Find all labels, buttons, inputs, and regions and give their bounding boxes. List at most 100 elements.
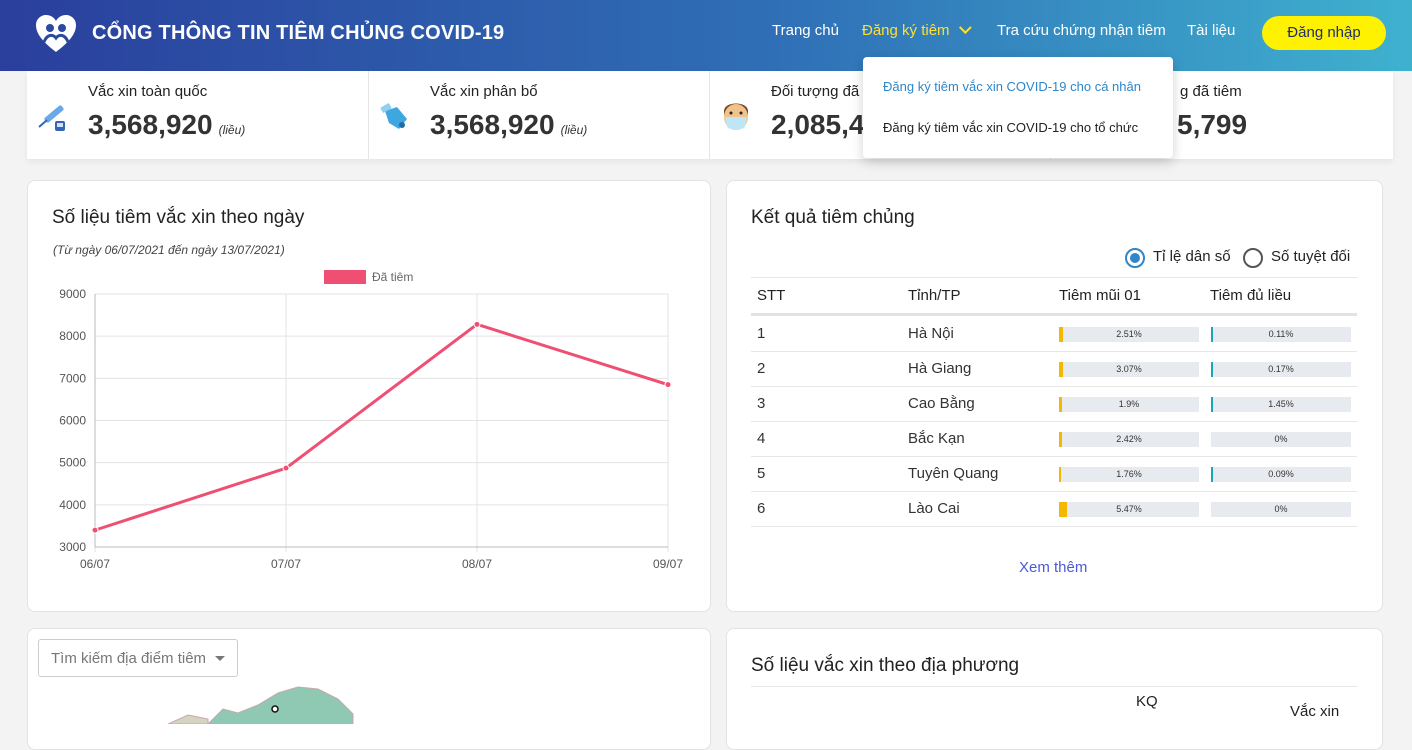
progress-fill <box>1059 397 1062 412</box>
table-row: 1 Hà Nội 2.51% 0.11% <box>751 316 1357 352</box>
table-row: 6 Lào Cai 5.47% 0% <box>751 491 1357 527</box>
stat-national-vaccine: Vắc xin toàn quốc 3,568,920 (liều) <box>27 71 368 159</box>
stat-unit: (liều) <box>560 123 588 137</box>
progress-fill <box>1211 397 1214 412</box>
divider <box>368 71 369 159</box>
masked-person-icon <box>724 103 748 130</box>
column-header-dose1: Tiêm mũi 01 <box>1059 287 1141 304</box>
progress-label: 1.45% <box>1268 399 1294 409</box>
vietnam-map[interactable] <box>168 679 358 724</box>
progress-label: 0% <box>1274 504 1288 514</box>
table-row: 4 Bắc Kạn 2.42% 0% <box>751 421 1357 457</box>
register-dropdown-menu: Đăng ký tiêm vắc xin COVID-19 cho cá nhâ… <box>863 57 1173 158</box>
column-header-partial: Vắc xin <box>1290 703 1340 720</box>
daily-line-chart: Đã tiêm 3000 4000 5000 6000 7000 8000 9000 06/07… <box>59 270 683 571</box>
y-tick-label: 5000 <box>59 456 86 470</box>
gloved-hand-icon <box>380 103 407 129</box>
progress-fill <box>1059 467 1062 482</box>
x-tick-label: 09/07 <box>653 557 683 571</box>
data-point <box>282 464 290 472</box>
login-button[interactable]: Đăng nhập <box>1262 16 1386 50</box>
row-stt: 1 <box>757 325 766 342</box>
stat-label: Vắc xin phân bổ <box>430 83 538 100</box>
row-stt: 3 <box>757 395 766 412</box>
stat-label: g đã tiêm <box>1180 83 1242 100</box>
table-row: 5 Tuyên Quang 1.76% 0.09% <box>751 456 1357 492</box>
radio-absolute-number[interactable] <box>1243 248 1263 268</box>
stat-label: Đối tượng đã <box>771 83 860 100</box>
progress-label: 5.47% <box>1116 504 1142 514</box>
full-dose-progress-bar: 0.09% <box>1211 467 1351 482</box>
stat-value: 2,085,4 <box>771 109 865 140</box>
caret-down-icon <box>215 656 225 661</box>
vaccine-syringe-icon <box>38 105 65 131</box>
vaccination-map-card: Tìm kiếm địa điểm tiêm <box>27 628 711 750</box>
full-dose-progress-bar: 0% <box>1211 432 1351 447</box>
data-point <box>91 526 99 534</box>
local-vaccine-card: Số liệu vắc xin theo địa phương KQ Vắc x… <box>726 628 1383 750</box>
menu-item-register-organization[interactable]: Đăng ký tiêm vắc xin COVID-19 cho tổ chứ… <box>883 120 1139 135</box>
progress-label: 0.17% <box>1268 364 1294 374</box>
y-tick-label: 3000 <box>59 540 86 554</box>
full-dose-progress-bar: 0% <box>1211 502 1351 517</box>
location-marker-icon[interactable] <box>271 705 279 713</box>
row-stt: 6 <box>757 500 766 517</box>
row-stt: 4 <box>757 430 766 447</box>
progress-label: 1.9% <box>1118 399 1140 409</box>
dose1-progress-bar: 5.47% <box>1059 502 1199 517</box>
progress-fill <box>1211 362 1213 377</box>
full-dose-progress-bar: 0.11% <box>1211 327 1351 342</box>
progress-label: 3.07% <box>1116 364 1142 374</box>
y-tick-label: 9000 <box>59 287 86 301</box>
progress-label: 1.76% <box>1116 469 1142 479</box>
menu-item-register-individual[interactable]: Đăng ký tiêm vắc xin COVID-19 cho cá nhâ… <box>883 79 1141 94</box>
row-province: Bắc Kạn <box>908 430 965 447</box>
dose1-progress-bar: 2.51% <box>1059 327 1199 342</box>
nav-certificate-lookup[interactable]: Tra cứu chứng nhận tiêm <box>997 22 1166 39</box>
y-tick-label: 6000 <box>59 414 86 428</box>
row-stt: 5 <box>757 465 766 482</box>
divider <box>751 277 1357 278</box>
chevron-down-icon <box>958 21 972 35</box>
vaccination-results-card: Kết quả tiêm chủng Tỉ lệ dân số Số tuyệt… <box>726 180 1383 612</box>
see-more-link[interactable]: Xem thêm <box>1019 559 1088 576</box>
stat-label: Vắc xin toàn quốc <box>88 83 208 100</box>
heart-shield-logo-icon <box>36 15 76 52</box>
row-province: Hà Nội <box>908 325 954 342</box>
row-province: Lào Cai <box>908 500 960 517</box>
stat-value: 5,799 <box>1177 109 1248 140</box>
series-line <box>94 322 669 532</box>
stat-number: 3,568,920 <box>88 109 213 140</box>
full-dose-progress-bar: 1.45% <box>1211 397 1351 412</box>
nav-register-vaccination[interactable]: Đăng ký tiêm <box>862 21 972 39</box>
location-search-select[interactable]: Tìm kiếm địa điểm tiêm <box>38 639 238 677</box>
stat-value: 3,568,920 (liều) <box>430 109 587 141</box>
nav-documents[interactable]: Tài liệu <box>1187 22 1236 39</box>
data-point <box>664 381 672 389</box>
stat-allocated-vaccine: Vắc xin phân bổ 3,568,920 (liều) <box>369 71 709 159</box>
stat-value: 3,568,920 (liều) <box>88 109 245 141</box>
progress-fill <box>1059 327 1063 342</box>
nav-home[interactable]: Trang chủ <box>772 22 839 39</box>
nav-register-label: Đăng ký tiêm <box>862 22 950 39</box>
x-tick-label: 08/07 <box>462 557 492 571</box>
row-province: Cao Bằng <box>908 395 975 412</box>
y-tick-label: 4000 <box>59 498 86 512</box>
radio-population-ratio[interactable] <box>1125 248 1145 268</box>
column-header-province: Tỉnh/TP <box>908 287 961 304</box>
stat-number: 3,568,920 <box>430 109 555 140</box>
column-header-partial: KQ <box>1136 693 1158 710</box>
data-point <box>473 320 481 328</box>
column-header-full-dose: Tiêm đủ liều <box>1210 287 1292 304</box>
progress-label: 2.51% <box>1116 329 1142 339</box>
table-row: 2 Hà Giang 3.07% 0.17% <box>751 351 1357 387</box>
row-stt: 2 <box>757 360 766 377</box>
dose1-progress-bar: 1.76% <box>1059 467 1199 482</box>
stats-strip: Vắc xin toàn quốc 3,568,920 (liều) Vắc xi… <box>27 71 1393 159</box>
site-title: CỔNG THÔNG TIN TIÊM CHỦNG COVID-19 <box>92 22 505 44</box>
row-province: Hà Giang <box>908 360 972 377</box>
progress-label: 0.09% <box>1268 469 1294 479</box>
table-row: 3 Cao Bằng 1.9% 1.45% <box>751 386 1357 422</box>
progress-fill <box>1211 467 1213 482</box>
dose1-progress-bar: 1.9% <box>1059 397 1199 412</box>
